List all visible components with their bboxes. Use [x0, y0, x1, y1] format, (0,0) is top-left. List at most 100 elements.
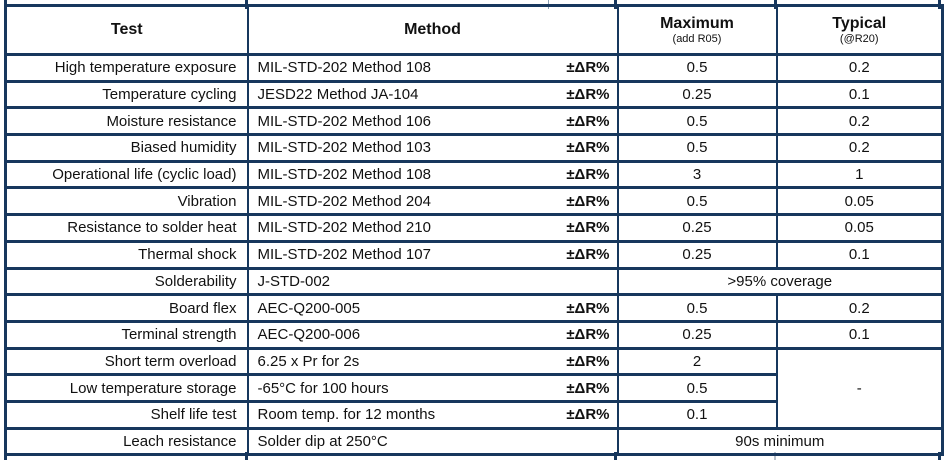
delta-r-unit: ±ΔR%: [566, 352, 610, 370]
col-header-maximum-label: Maximum: [660, 14, 734, 32]
delta-r-unit: ±ΔR%: [566, 166, 610, 184]
method-cell: MIL-STD-202 Method 210 ±ΔR%: [246, 213, 619, 243]
method-cell: MIL-STD-202 Method 107 ±ΔR%: [246, 239, 619, 270]
table-row: Temperature cycling JESD22 Method JA-104…: [4, 79, 944, 110]
method-cell: JESD22 Method JA-104 ±ΔR%: [246, 79, 619, 110]
col-header-test: Test: [4, 4, 249, 56]
method-name: AEC-Q200-006: [257, 326, 361, 344]
test-cell: Solderability: [4, 266, 249, 297]
method-cell: Solder dip at 250°C: [246, 426, 619, 457]
test-cell: Temperature cycling: [4, 79, 249, 110]
table-row: Solderability J-STD-002 >95% coverage: [4, 266, 944, 297]
typical-cell: 0.1: [775, 239, 944, 270]
table-row: Short term overload 6.25 x Pr for 2s ±ΔR%…: [4, 346, 944, 430]
method-cell: 6.25 x Pr for 2s ±ΔR%: [246, 346, 619, 377]
maximum-cell: 0.5: [616, 186, 778, 217]
test-cell: Short term overload: [4, 346, 249, 377]
table-row: Shelf life test Room temp. for 12 months…: [4, 399, 943, 430]
delta-r-unit: ±ΔR%: [566, 219, 610, 237]
method-name: MIL-STD-202 Method 204: [257, 192, 431, 210]
method-cell: -65°C for 100 hours ±ΔR%: [246, 373, 619, 403]
result-span-cell: >95% coverage: [616, 266, 944, 297]
table-row: Operational life (cyclic load) MIL-STD-2…: [4, 159, 944, 190]
qualification-test-table: Test Method Maximum (add R05) Typical (@…: [4, 4, 944, 457]
maximum-cell: 0.5: [616, 293, 778, 323]
test-cell: Shelf life test: [4, 399, 249, 430]
delta-r-unit: ±ΔR%: [566, 246, 610, 264]
table-row: Terminal strength AEC-Q200-006 ±ΔR% 0.25 …: [4, 319, 944, 350]
test-cell: Terminal strength: [4, 319, 249, 350]
table-row: Board flex AEC-Q200-005 ±ΔR% 0.5 0.2: [4, 293, 944, 323]
typical-cell: 0.2: [775, 293, 944, 323]
maximum-cell: 0.5: [616, 133, 778, 163]
method-name: MIL-STD-202 Method 210: [257, 219, 431, 237]
maximum-cell: 0.25: [616, 239, 778, 270]
test-cell: Vibration: [4, 186, 249, 217]
test-cell: Low temperature storage: [4, 373, 249, 403]
method-name: MIL-STD-202 Method 107: [257, 246, 431, 264]
delta-r-unit: ±ΔR%: [566, 299, 610, 317]
delta-r-unit: ±ΔR%: [566, 326, 610, 344]
typical-cell: 1: [775, 159, 944, 190]
delta-r-unit: ±ΔR%: [566, 406, 610, 424]
table-row: Thermal shock MIL-STD-202 Method 107 ±ΔR%…: [4, 239, 944, 270]
typical-cell: 0.1: [775, 319, 944, 350]
method-name: Room temp. for 12 months: [257, 406, 436, 424]
header-row: Test Method Maximum (add R05) Typical (@…: [4, 4, 944, 56]
typical-cell: 0.1: [775, 79, 944, 110]
method-cell: Room temp. for 12 months ±ΔR%: [246, 399, 619, 430]
col-header-typical: Typical (@R20): [775, 4, 944, 56]
col-header-test-label: Test: [110, 21, 143, 39]
test-cell: Resistance to solder heat: [4, 213, 249, 243]
table-row: Leach resistance Solder dip at 250°C 90s…: [4, 426, 944, 457]
test-cell: Biased humidity: [4, 133, 249, 163]
test-cell: Moisture resistance: [4, 106, 249, 137]
method-name: Solder dip at 250°C: [257, 432, 388, 450]
maximum-cell: 0.5: [616, 106, 778, 137]
col-header-maximum-subnote: (add R05): [672, 33, 722, 46]
method-cell: J-STD-002: [246, 266, 619, 297]
method-cell: MIL-STD-202 Method 108 ±ΔR%: [246, 159, 619, 190]
col-header-typical-subnote: (@R20): [839, 33, 879, 46]
method-name: JESD22 Method JA-104: [257, 86, 419, 104]
delta-r-unit: ±ΔR%: [566, 59, 610, 77]
typical-cell: 0.2: [775, 106, 944, 137]
test-cell: Operational life (cyclic load): [4, 159, 249, 190]
table-row: Resistance to solder heat MIL-STD-202 Me…: [4, 213, 944, 243]
method-name: MIL-STD-202 Method 103: [257, 139, 431, 157]
method-name: MIL-STD-202 Method 108: [257, 166, 431, 184]
typical-cell: 0.05: [775, 186, 944, 217]
col-header-maximum: Maximum (add R05): [616, 4, 778, 56]
method-name: J-STD-002: [257, 272, 331, 290]
maximum-cell: 2: [616, 346, 778, 377]
maximum-cell: 3: [616, 159, 778, 190]
method-name: 6.25 x Pr for 2s: [257, 352, 360, 370]
result-span-cell: 90s minimum: [616, 426, 944, 457]
test-cell: Board flex: [4, 293, 249, 323]
table-row: Vibration MIL-STD-202 Method 204 ±ΔR% 0.5…: [4, 186, 944, 217]
col-header-method-label: Method: [404, 21, 461, 39]
test-cell: High temperature exposure: [4, 53, 249, 83]
test-cell: Thermal shock: [4, 239, 249, 270]
table-row: Biased humidity MIL-STD-202 Method 103 ±Δ…: [4, 133, 944, 163]
method-cell: MIL-STD-202 Method 108 ±ΔR%: [246, 53, 619, 83]
delta-r-unit: ±ΔR%: [566, 86, 610, 104]
maximum-cell: 0.5: [616, 373, 778, 403]
delta-r-unit: ±ΔR%: [566, 379, 610, 397]
method-cell: MIL-STD-202 Method 106 ±ΔR%: [246, 106, 619, 137]
delta-r-unit: ±ΔR%: [566, 139, 610, 157]
maximum-cell: 0.5: [616, 53, 778, 83]
maximum-cell: 0.25: [616, 319, 778, 350]
typical-cell: 0.2: [775, 53, 944, 83]
delta-r-unit: ±ΔR%: [566, 112, 610, 130]
delta-r-unit: ±ΔR%: [566, 192, 610, 210]
method-cell: MIL-STD-202 Method 103 ±ΔR%: [246, 133, 619, 163]
typical-merged-dash-cell: -: [775, 346, 944, 430]
method-name: MIL-STD-202 Method 106: [257, 112, 431, 130]
table-row: Moisture resistance MIL-STD-202 Method 1…: [4, 106, 944, 137]
maximum-cell: 0.1: [616, 399, 778, 430]
method-cell: AEC-Q200-006 ±ΔR%: [246, 319, 619, 350]
maximum-cell: 0.25: [616, 213, 778, 243]
typical-cell: 0.2: [775, 133, 944, 163]
